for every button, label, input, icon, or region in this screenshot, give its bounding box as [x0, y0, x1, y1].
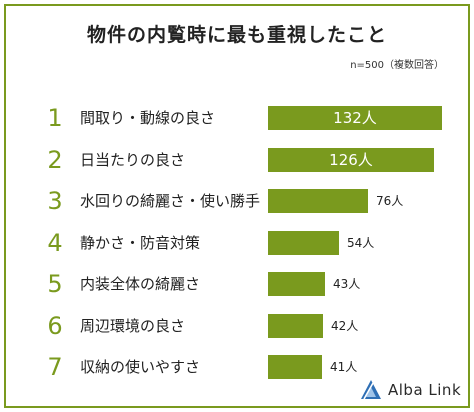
bar	[268, 230, 339, 255]
category-label: 周辺環境の良さ	[80, 316, 186, 335]
bar-value-label: 41人	[330, 360, 358, 374]
rank-number: 6	[47, 311, 63, 340]
bar-value-label: 54人	[347, 235, 375, 250]
rank-number: 4	[47, 228, 63, 257]
bar	[268, 106, 442, 130]
sample-size-note: n=500（複数回答）	[350, 60, 444, 71]
rank-number: 3	[47, 187, 63, 215]
rank-number: 2	[47, 145, 63, 174]
category-label: 間取り・動線の良さ	[80, 109, 216, 127]
rank-number: 5	[47, 270, 63, 298]
bar	[268, 355, 322, 379]
bar-value-label: 126人	[329, 150, 373, 169]
bar-value-label: 43人	[333, 277, 361, 291]
bar	[268, 272, 325, 296]
category-label: 収納の使いやすさ	[80, 358, 201, 376]
bar	[268, 313, 323, 338]
bar	[268, 147, 434, 172]
bar	[268, 189, 368, 213]
brand-logo: Alba Link	[360, 378, 461, 402]
triangle-logo-icon	[361, 380, 381, 400]
brand-name: Alba Link	[388, 381, 462, 399]
bar-value-label: 42人	[331, 318, 359, 333]
category-label: 静かさ・防音対策	[80, 233, 201, 252]
category-label: 内装全体の綺麗さ	[80, 275, 201, 293]
chart-frame	[4, 4, 470, 408]
chart-title: 物件の内覧時に最も重視したこと	[86, 24, 387, 46]
rank-number: 7	[47, 353, 63, 381]
category-label: 日当たりの良さ	[80, 150, 186, 169]
category-label: 水回りの綺麗さ・使い勝手	[80, 192, 261, 210]
rank-number: 1	[47, 104, 63, 132]
bar-value-label: 76人	[376, 194, 404, 208]
bar-value-label: 132人	[333, 109, 377, 127]
